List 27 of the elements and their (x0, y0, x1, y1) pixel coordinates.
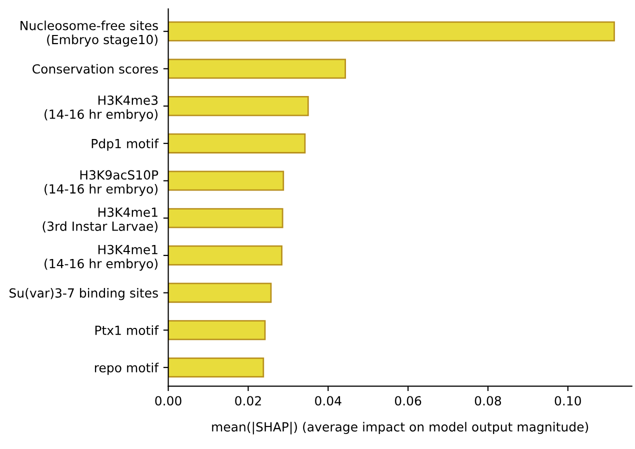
x-tick-label: 0.04 (315, 396, 342, 406)
y-tick-label: Nucleosome-free sites (Embryo stage10) (20, 20, 158, 47)
bar (168, 208, 284, 228)
y-tick-label: Conservation scores (32, 64, 158, 74)
bar (168, 282, 272, 303)
x-tick-label: 0.02 (235, 396, 261, 406)
bar (168, 133, 306, 154)
y-tick-label: repo motif (94, 362, 159, 375)
y-tick-label: Pdp1 motif (92, 138, 159, 151)
bar (168, 320, 266, 340)
bar (168, 170, 284, 191)
y-tick-label: H3K4me1 (14-16 hr embryo) (44, 244, 158, 271)
bar (168, 58, 346, 79)
y-tick-label: Ptx1 motif (95, 325, 159, 336)
y-tick-label: H3K4me1 (3rd Instar Larvae) (42, 208, 158, 232)
x-tick-label: 0.08 (474, 396, 502, 406)
bar (168, 96, 309, 116)
y-tick-label: H3K9acS10P (14-16 hr embryo) (44, 170, 158, 196)
bar (168, 245, 282, 266)
y-tick-label: Su(var)3-7 binding sites (10, 288, 158, 300)
x-axis-title: mean(|SHAP|) (average impact on model output magnitude) (212, 422, 588, 434)
x-tick-label: 0.10 (554, 396, 581, 406)
bar (168, 357, 264, 378)
y-tick-label: H3K4me3 (14-16 hr embryo) (44, 95, 158, 122)
x-tick-label: 0.00 (155, 396, 182, 406)
bar (168, 21, 615, 42)
x-tick-label: 0.06 (394, 396, 422, 406)
